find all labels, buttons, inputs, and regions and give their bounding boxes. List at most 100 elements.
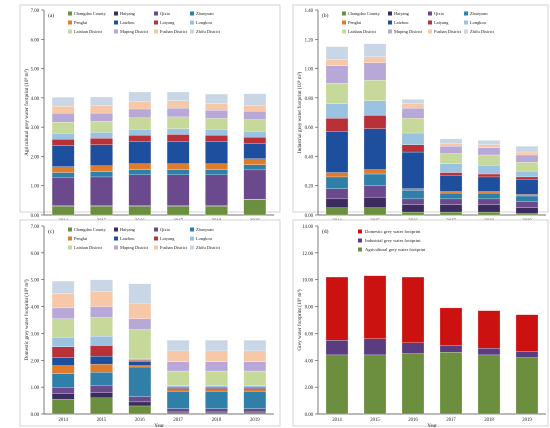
bar-segment: [515, 357, 539, 415]
bar-segment: [477, 154, 501, 166]
legend-label: Industrial grey water footprint: [365, 238, 421, 243]
bar-segment: [205, 110, 228, 119]
x-tick-label: 2018: [212, 418, 222, 423]
bar-segment: [325, 172, 349, 178]
bar-segment: [166, 389, 190, 392]
legend-swatch: [68, 20, 72, 25]
bar-segment: [51, 172, 75, 178]
bar-segment: [90, 306, 113, 318]
legend-label: Qixia: [160, 227, 170, 232]
legend-swatch: [154, 245, 158, 250]
bar-segment: [401, 188, 425, 191]
bar-segment: [166, 350, 190, 362]
bar-segment: [477, 147, 501, 156]
bar-segment: [205, 163, 228, 170]
legend-swatch: [342, 11, 346, 16]
bar-segment: [439, 198, 463, 205]
legend-label: Fushan District: [434, 29, 462, 34]
bar-segment: [128, 163, 152, 170]
bar-segment: [401, 151, 425, 189]
bar-segment: [90, 206, 113, 216]
legend-swatch: [114, 236, 118, 241]
bar-segment: [90, 112, 113, 122]
bar-segment: [205, 174, 228, 206]
bar-segment: [51, 166, 75, 173]
bar-segment: [51, 177, 75, 206]
legend-swatch: [68, 29, 72, 34]
legend-label: Muping District: [120, 29, 149, 34]
bar-segment: [243, 408, 267, 412]
y-tick-label: 4.00: [31, 306, 40, 311]
bar-segment: [128, 366, 152, 397]
bar-segment: [128, 318, 152, 330]
y-tick-label: 8.00: [305, 306, 314, 311]
bar-segment: [51, 133, 75, 140]
bar-segment: [51, 139, 75, 146]
bar-segment: [166, 388, 190, 390]
bar-segment: [325, 131, 349, 173]
x-axis-title: Year: [427, 423, 437, 428]
legend-swatch: [114, 20, 118, 25]
legend-swatch: [464, 29, 468, 34]
bar-segment: [243, 136, 267, 144]
bar-segment: [205, 411, 228, 413]
bar-segment: [243, 199, 267, 216]
bar-segment: [128, 361, 152, 366]
bar-segment: [90, 372, 113, 386]
legend-swatch: [388, 20, 392, 25]
bar-segment: [243, 412, 267, 415]
bar-segment: [205, 129, 228, 136]
bar-segment: [401, 211, 425, 216]
legend-label: Longkou: [470, 20, 487, 25]
bar-segment: [166, 385, 190, 388]
legend-swatch: [190, 245, 194, 250]
bar-segment: [128, 358, 152, 361]
bar-segment: [243, 387, 267, 389]
bar-segment: [325, 198, 349, 208]
bar-segment: [51, 122, 75, 134]
y-tick-label: 0.60: [305, 126, 314, 131]
bar-segment: [439, 146, 463, 154]
bar-segment: [439, 352, 463, 415]
bar-segment: [243, 119, 267, 132]
bar-segment: [243, 340, 267, 352]
x-tick-label: 2018: [484, 418, 494, 423]
panel-label: (a): [48, 12, 54, 19]
bar-segment: [401, 107, 425, 119]
bar-segment: [51, 113, 75, 123]
x-tick-label: 2015: [97, 418, 107, 423]
legend-label: Zhaoyuan: [196, 11, 214, 16]
legend-swatch: [190, 227, 194, 232]
y-tick-label: 0.20: [305, 185, 314, 190]
bar-segment: [515, 179, 539, 195]
bar-segment: [205, 340, 228, 352]
bar-segment: [515, 151, 539, 156]
bar-segment: [439, 211, 463, 216]
bar-segment: [166, 391, 190, 409]
bar-segment: [477, 198, 501, 205]
legend-swatch: [68, 227, 72, 232]
bar-segment: [128, 401, 152, 407]
legend-label: Laishan District: [348, 29, 377, 34]
bar-segment: [166, 206, 190, 216]
bar-segment: [363, 62, 387, 81]
legend-swatch: [358, 247, 362, 252]
x-tick-label: 2017: [173, 418, 183, 423]
bar-segment: [477, 211, 501, 216]
legend-swatch: [190, 11, 194, 16]
bar-segment: [243, 388, 267, 390]
bar-segment: [166, 169, 190, 176]
legend-swatch: [68, 236, 72, 241]
bar-segment: [477, 176, 501, 192]
bar-segment: [90, 171, 113, 178]
bar-segment: [128, 101, 152, 110]
bar-segment: [205, 206, 228, 216]
bar-segment: [325, 176, 349, 189]
bar-segment: [515, 195, 539, 202]
legend-label: Zhifu District: [470, 29, 495, 34]
legend-swatch: [154, 11, 158, 16]
bar-segment: [166, 163, 190, 170]
y-tick-label: 1.00: [31, 386, 40, 391]
legend-label: Laizhou: [120, 20, 135, 25]
